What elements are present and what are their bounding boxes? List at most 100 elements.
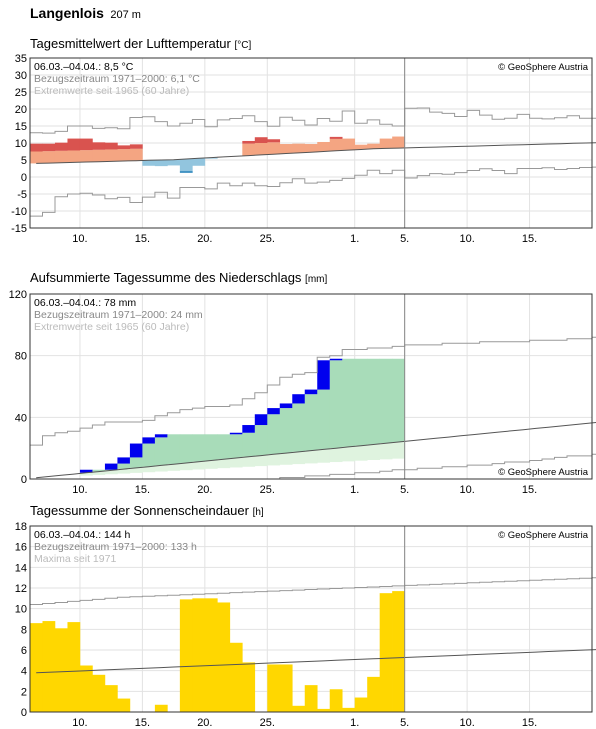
temp-bar-warm-extra [242, 140, 256, 144]
y-tick-label: 5 [21, 155, 27, 167]
y-tick-label: 12 [15, 583, 27, 595]
sunshine-bar [179, 599, 193, 712]
y-tick-label: 0 [21, 172, 27, 184]
sunshine-bar [317, 708, 331, 712]
precip-daily-increment [304, 389, 318, 395]
chart-panel-3: Tagessumme der Sonnenscheindauer [h] [29, 503, 596, 713]
precip-fill-above [292, 403, 306, 452]
y-tick-label: 120 [9, 289, 27, 301]
precip-fill-above [254, 425, 268, 456]
precip-fill-below [217, 459, 231, 469]
credit-text: © GeoSphere Austria [498, 467, 589, 478]
x-tick-label: 20. [197, 717, 212, 729]
chart-title: Tagessumme der Sonnenscheindauer [h] [30, 503, 264, 518]
y-tick-label: 14 [15, 562, 27, 574]
precip-fill-below [142, 466, 156, 473]
precip-fill-above [354, 358, 368, 446]
sunshine-bar [242, 662, 256, 712]
y-tick-label: 40 [15, 412, 27, 424]
chart-title: Aufsummierte Tagessumme des Niederschlag… [30, 270, 327, 285]
sunshine-bar [30, 623, 43, 712]
y-tick-label: 30 [15, 70, 27, 82]
precip-fill-below [167, 464, 181, 471]
sunshine-bar [392, 591, 405, 712]
x-tick-label: 15. [135, 484, 150, 496]
reference-line [36, 649, 596, 674]
precip-daily-increment [79, 469, 93, 473]
x-tick-label: 25. [260, 717, 275, 729]
temp-bar-warm [242, 143, 256, 156]
precip-fill-below [292, 451, 306, 465]
credit-text: © GeoSphere Austria [498, 62, 589, 73]
max-extreme-line [30, 107, 596, 134]
precip-fill-above [392, 358, 405, 442]
info-line-1: 06.03.–04.04.: 144 h [34, 529, 130, 541]
sunshine-bar [292, 705, 306, 712]
temp-bar-warm [292, 143, 306, 153]
reference-line [36, 142, 596, 164]
x-tick-label: 20. [197, 484, 212, 496]
temp-bar-warm [79, 150, 93, 163]
x-tick-label: 1. [350, 717, 359, 729]
y-tick-label: 35 [15, 53, 27, 65]
precip-fill-above [242, 432, 256, 457]
info-line-3: Maxima seit 1971 [34, 553, 116, 565]
chart-panel-2: Aufsummierte Tagessumme des Niederschlag… [29, 270, 596, 480]
temp-bar-warm [117, 149, 131, 162]
sunshine-bar [379, 593, 393, 712]
precip-daily-increment [279, 403, 293, 409]
precip-daily-increment [129, 443, 143, 458]
x-tick-label: 10. [459, 484, 474, 496]
precip-fill-above [304, 394, 318, 451]
temp-bar-warm-extra [329, 136, 343, 139]
sunshine-bar [92, 674, 106, 712]
sunshine-bar [279, 664, 293, 712]
station-header: Langenlois 207 m [30, 5, 141, 23]
chart-title: Tagesmittelwert der Lufttemperatur [°C] [30, 36, 251, 51]
y-tick-label: 25 [15, 87, 27, 99]
sunshine-bar [104, 685, 118, 712]
precip-fill-below [379, 443, 393, 460]
temp-bar-cold [142, 160, 156, 166]
temp-bar-warm [54, 150, 68, 163]
precip-fill-below [104, 470, 118, 475]
info-line-3: Extremwerte seit 1965 (60 Jahre) [34, 85, 189, 97]
credit-text: © GeoSphere Austria [498, 530, 589, 541]
y-tick-label: 18 [15, 521, 27, 533]
sunshine-bar [217, 602, 231, 712]
chart-unit: [°C] [234, 40, 251, 51]
precip-fill-below [79, 472, 93, 476]
info-line-1: 06.03.–04.04.: 8,5 °C [34, 61, 134, 73]
temp-bar-cold [179, 158, 193, 171]
y-tick-label: 6 [21, 645, 27, 657]
sunshine-bar [79, 665, 93, 712]
temp-bar-cold [192, 158, 206, 166]
station-name: Langenlois [30, 5, 104, 21]
chart-unit: [mm] [305, 274, 327, 285]
precip-fill-below [242, 456, 256, 467]
y-tick-label: 20 [15, 104, 27, 116]
temp-bar-warm [279, 144, 293, 154]
info-line-2: Bezugszeitraum 1971–2000: 24 mm [34, 309, 203, 321]
temp-bar-warm [254, 143, 268, 155]
max-extreme-line [30, 336, 596, 446]
sunshine-bar [354, 697, 368, 712]
x-tick-label: 15. [522, 717, 537, 729]
temp-bar-warm-extra [42, 143, 56, 152]
y-tick-label: 2 [21, 686, 27, 698]
reference-line [36, 422, 596, 479]
precip-fill-below [129, 467, 143, 473]
temp-bar-warm-extra [267, 139, 281, 143]
temp-bar-warm [30, 151, 43, 164]
precip-fill-below [204, 460, 218, 469]
x-tick-label: 25. [260, 484, 275, 496]
temp-bar-warm [367, 143, 380, 149]
precip-fill-above [192, 434, 206, 462]
sunshine-bar [54, 628, 68, 712]
y-tick-label: 16 [15, 542, 27, 554]
precip-daily-increment [329, 358, 343, 361]
precip-fill-below [229, 458, 243, 468]
plot-frame [29, 293, 593, 480]
precip-fill-above [204, 434, 218, 461]
